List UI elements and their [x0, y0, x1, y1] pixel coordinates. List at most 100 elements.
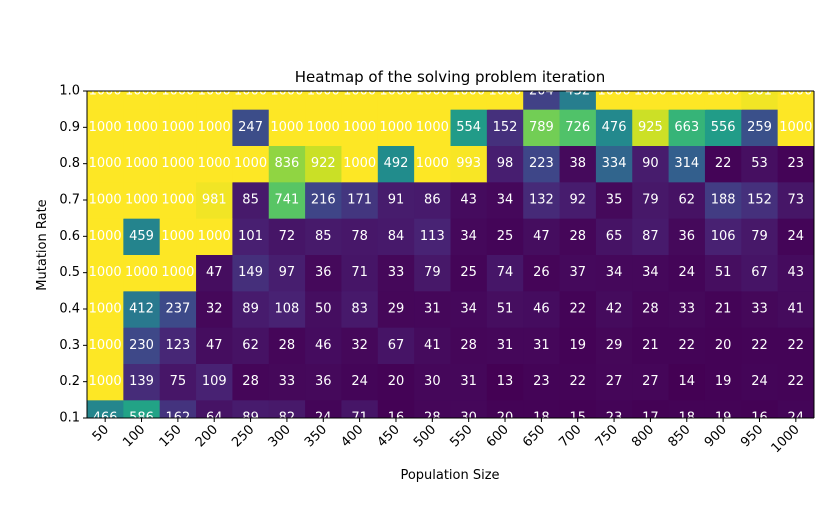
heatmap-cell — [305, 145, 342, 183]
cell-value-label: 1000 — [89, 156, 122, 171]
heatmap-cell — [704, 109, 742, 146]
heatmap-cell — [196, 181, 233, 219]
cell-value-label: 726 — [565, 120, 590, 135]
cell-value-label: 47 — [206, 265, 223, 280]
cell-value-label: 20 — [497, 411, 514, 426]
cell-value-label: 22 — [788, 338, 805, 353]
x-tick-label: 100 — [120, 422, 148, 450]
cell-value-label: 34 — [642, 265, 659, 280]
cell-value-label: 65 — [606, 229, 623, 244]
cell-value-label: 24 — [788, 229, 805, 244]
heatmap-cell — [377, 254, 415, 292]
cell-value-label: 79 — [751, 229, 768, 244]
cell-value-label: 28 — [569, 229, 586, 244]
cell-value-label: 188 — [711, 193, 736, 208]
cell-value-label: 237 — [165, 302, 190, 317]
heatmap-cell — [523, 91, 561, 110]
cell-value-label: 85 — [315, 229, 332, 244]
heatmap-cell — [305, 290, 342, 328]
heatmap-cell — [777, 363, 814, 401]
heatmap-cell — [159, 91, 197, 110]
cell-value-label: 1000 — [125, 193, 158, 208]
x-tick-label: 150 — [157, 422, 185, 450]
cell-value-label: 22 — [569, 302, 586, 317]
cell-value-label: 32 — [206, 302, 223, 317]
cell-value-label: 1000 — [198, 156, 231, 171]
heatmap-cell — [87, 327, 124, 364]
cell-value-label: 741 — [275, 193, 300, 208]
cell-value-label: 1000 — [307, 120, 340, 135]
cell-value-label: 1000 — [161, 156, 194, 171]
cell-value-label: 92 — [569, 193, 586, 208]
cell-value-label: 25 — [460, 265, 477, 280]
heatmap-cell — [486, 91, 524, 110]
cell-value-label: 1000 — [89, 229, 122, 244]
cell-value-label: 43 — [460, 193, 477, 208]
heatmap-cell — [486, 399, 524, 418]
cell-value-label: 432 — [565, 84, 590, 99]
cell-value-label: 1000 — [89, 193, 122, 208]
y-tick-label: 0.8 — [59, 156, 80, 171]
heatmap-cell — [232, 399, 270, 418]
heatmap-cell — [377, 327, 415, 364]
heatmap-cell — [595, 399, 633, 418]
cell-value-label: 21 — [642, 338, 659, 353]
heatmap-cell — [668, 181, 706, 219]
heatmap-cell — [87, 109, 124, 146]
cell-value-label: 23 — [788, 156, 805, 171]
heatmap-cell — [414, 327, 451, 364]
cell-value-label: 476 — [602, 120, 627, 135]
heatmap-cell — [87, 91, 124, 110]
heatmap-cell — [232, 91, 270, 110]
y-tick-label: 0.9 — [59, 120, 80, 135]
cell-value-label: 1000 — [452, 84, 485, 99]
cell-value-label: 47 — [206, 338, 223, 353]
cell-value-label: 18 — [533, 411, 550, 426]
cell-value-label: 31 — [533, 338, 550, 353]
cell-value-label: 42 — [606, 302, 623, 317]
heatmap-cell — [704, 218, 742, 255]
cell-value-label: 152 — [493, 120, 518, 135]
cell-value-label: 18 — [678, 411, 695, 426]
x-tick-label: 700 — [556, 422, 584, 450]
cell-value-label: 34 — [460, 302, 477, 317]
cell-value-label: 1000 — [161, 84, 194, 99]
heatmap-cell — [777, 399, 814, 418]
heatmap-cell — [305, 254, 342, 292]
cell-value-label: 152 — [747, 193, 772, 208]
cell-value-label: 204 — [529, 84, 554, 99]
cell-value-label: 20 — [715, 338, 732, 353]
cell-value-label: 586 — [129, 411, 154, 426]
heatmap-cell — [632, 327, 670, 364]
cell-value-label: 14 — [678, 374, 695, 389]
heatmap-cell — [268, 254, 306, 292]
cell-value-label: 1000 — [343, 156, 376, 171]
heatmap-cell — [87, 181, 124, 219]
heatmap-cell — [123, 363, 161, 401]
cell-value-label: 79 — [424, 265, 441, 280]
heatmap-cell — [123, 181, 161, 219]
heatmap-cell — [595, 363, 633, 401]
cell-value-label: 37 — [569, 265, 586, 280]
heatmap-cell — [523, 399, 561, 418]
heatmap-cell — [523, 254, 561, 292]
cell-value-label: 1000 — [89, 374, 122, 389]
heatmap-cell — [486, 290, 524, 328]
heatmap-cell — [668, 399, 706, 418]
heatmap-cell — [123, 91, 161, 110]
cell-value-label: 1000 — [634, 84, 667, 99]
heatmap-cells — [87, 91, 814, 418]
heatmap-cell — [486, 327, 524, 364]
cell-value-label: 53 — [751, 156, 768, 171]
cell-value-label: 36 — [315, 265, 332, 280]
cell-value-label: 30 — [424, 374, 441, 389]
cell-value-label: 247 — [238, 120, 263, 135]
cell-value-label: 1000 — [343, 84, 376, 99]
heatmap-cell — [632, 91, 670, 110]
cell-value-label: 1000 — [161, 229, 194, 244]
heatmap-cell — [595, 327, 633, 364]
cell-value-label: 28 — [642, 302, 659, 317]
heatmap-cell — [523, 181, 561, 219]
cell-value-label: 91 — [388, 193, 405, 208]
cell-value-label: 556 — [711, 120, 736, 135]
